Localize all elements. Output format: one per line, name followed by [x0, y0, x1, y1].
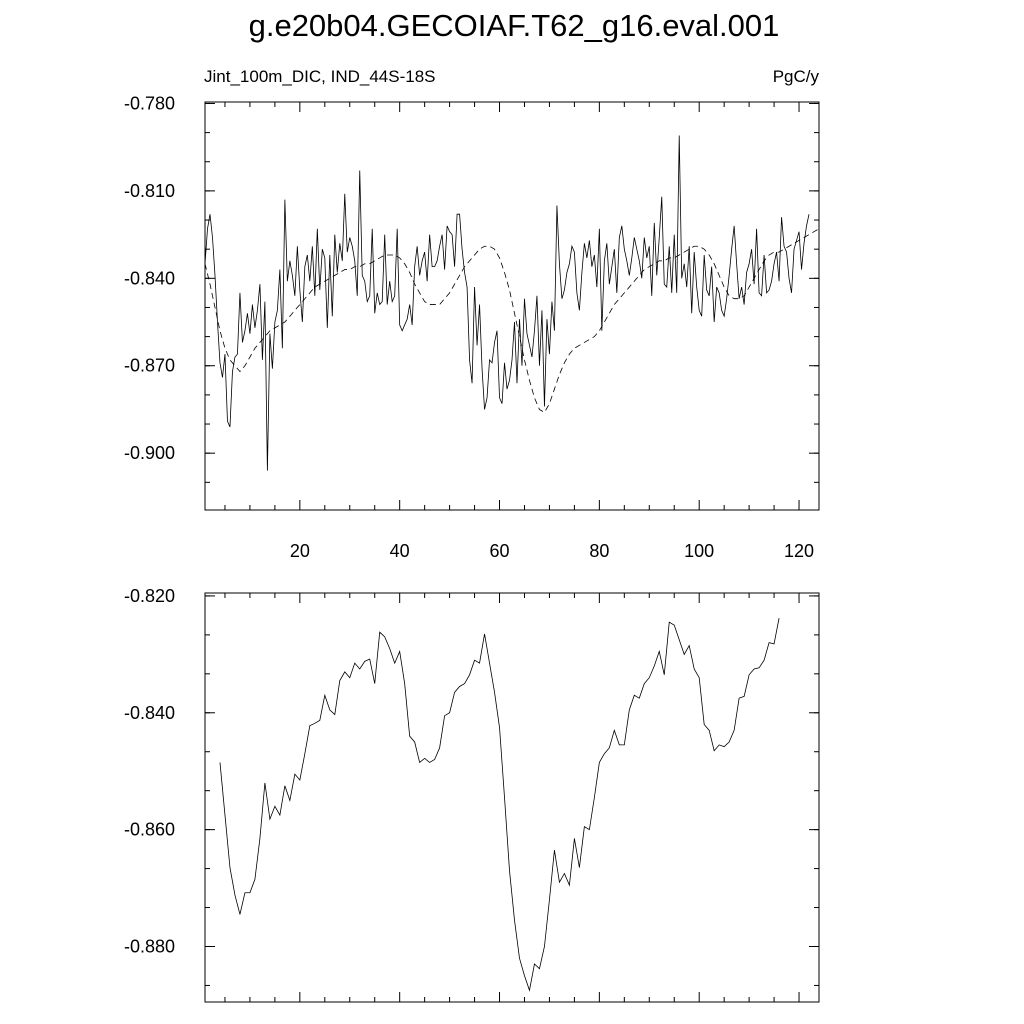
- bottom-y-tick-label: -0.820: [124, 586, 175, 606]
- top-y-ticks: -0.780 -0.810 -0.840 -0.870 -0.900: [124, 93, 819, 483]
- bottom-series-group: [219, 618, 780, 992]
- bottom-y-tick-label: -0.860: [124, 820, 175, 840]
- top-y-tick-label: -0.780: [124, 93, 175, 113]
- top-x-tick-label: 100: [684, 541, 714, 561]
- bottom-panel-frame: [204, 592, 820, 1003]
- bottom-x-ticks: [224, 593, 800, 1002]
- bottom-y-ticks: -0.820 -0.840 -0.860 -0.880: [124, 586, 819, 986]
- top-y-tick-label: -0.870: [124, 356, 175, 376]
- bottom-panel: -0.820 -0.840 -0.860 -0.880: [124, 586, 820, 1003]
- top-x-ticks: 20 40 60 80 100 120: [224, 102, 814, 561]
- chart-subtitle-units: PgC/y: [773, 67, 820, 86]
- top-y-tick-label: -0.900: [124, 443, 175, 463]
- chart-title: g.e20b04.GECOIAF.T62_g16.eval.001: [249, 8, 780, 43]
- top-panel-frame: [204, 101, 820, 511]
- top-x-tick-label: 120: [784, 541, 814, 561]
- bottom-y-tick-label: -0.880: [124, 936, 175, 956]
- bottom-series-solid-line: [219, 618, 780, 992]
- top-x-tick-label: 20: [290, 541, 310, 561]
- top-x-tick-label: 40: [390, 541, 410, 561]
- top-y-tick-label: -0.840: [124, 268, 175, 288]
- top-x-tick-label: 80: [589, 541, 609, 561]
- top-y-tick-label: -0.810: [124, 181, 175, 201]
- top-series-group: [204, 135, 820, 471]
- top-panel: -0.780 -0.810 -0.840 -0.870 -0.900 20 40 60 80 1…: [124, 93, 820, 561]
- top-x-tick-label: 60: [490, 541, 510, 561]
- top-series-dashed-line: [204, 228, 820, 413]
- bottom-y-tick-label: -0.840: [124, 703, 175, 723]
- top-series-solid-line: [204, 135, 810, 471]
- chart-subtitle-variable: Jint_100m_DIC, IND_44S-18S: [204, 67, 436, 86]
